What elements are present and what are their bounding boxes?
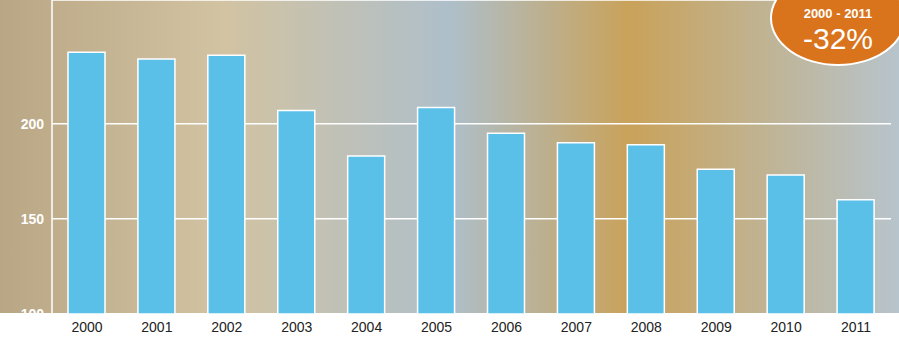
svg-text:2011: 2011 xyxy=(841,319,871,335)
svg-text:150: 150 xyxy=(21,211,45,227)
svg-text:100: 100 xyxy=(21,306,45,322)
html-text:2000 - 2011: 2000 - 2011 xyxy=(803,6,873,21)
svg-text:2000: 2000 xyxy=(71,319,102,335)
svg-text:2004: 2004 xyxy=(351,319,382,335)
svg-text:200: 200 xyxy=(21,116,45,132)
svg-text:2007: 2007 xyxy=(561,319,592,335)
svg-text:2009: 2009 xyxy=(701,319,732,335)
svg-text:2006: 2006 xyxy=(491,319,522,335)
svg-text:2008: 2008 xyxy=(631,319,662,335)
svg-text:2001: 2001 xyxy=(141,319,172,335)
svg-text:2005: 2005 xyxy=(421,319,452,335)
svg-text:2010: 2010 xyxy=(771,319,802,335)
html-text:-32%: -32% xyxy=(803,22,873,55)
svg-text:2003: 2003 xyxy=(281,319,312,335)
svg-text:2002: 2002 xyxy=(211,319,242,335)
